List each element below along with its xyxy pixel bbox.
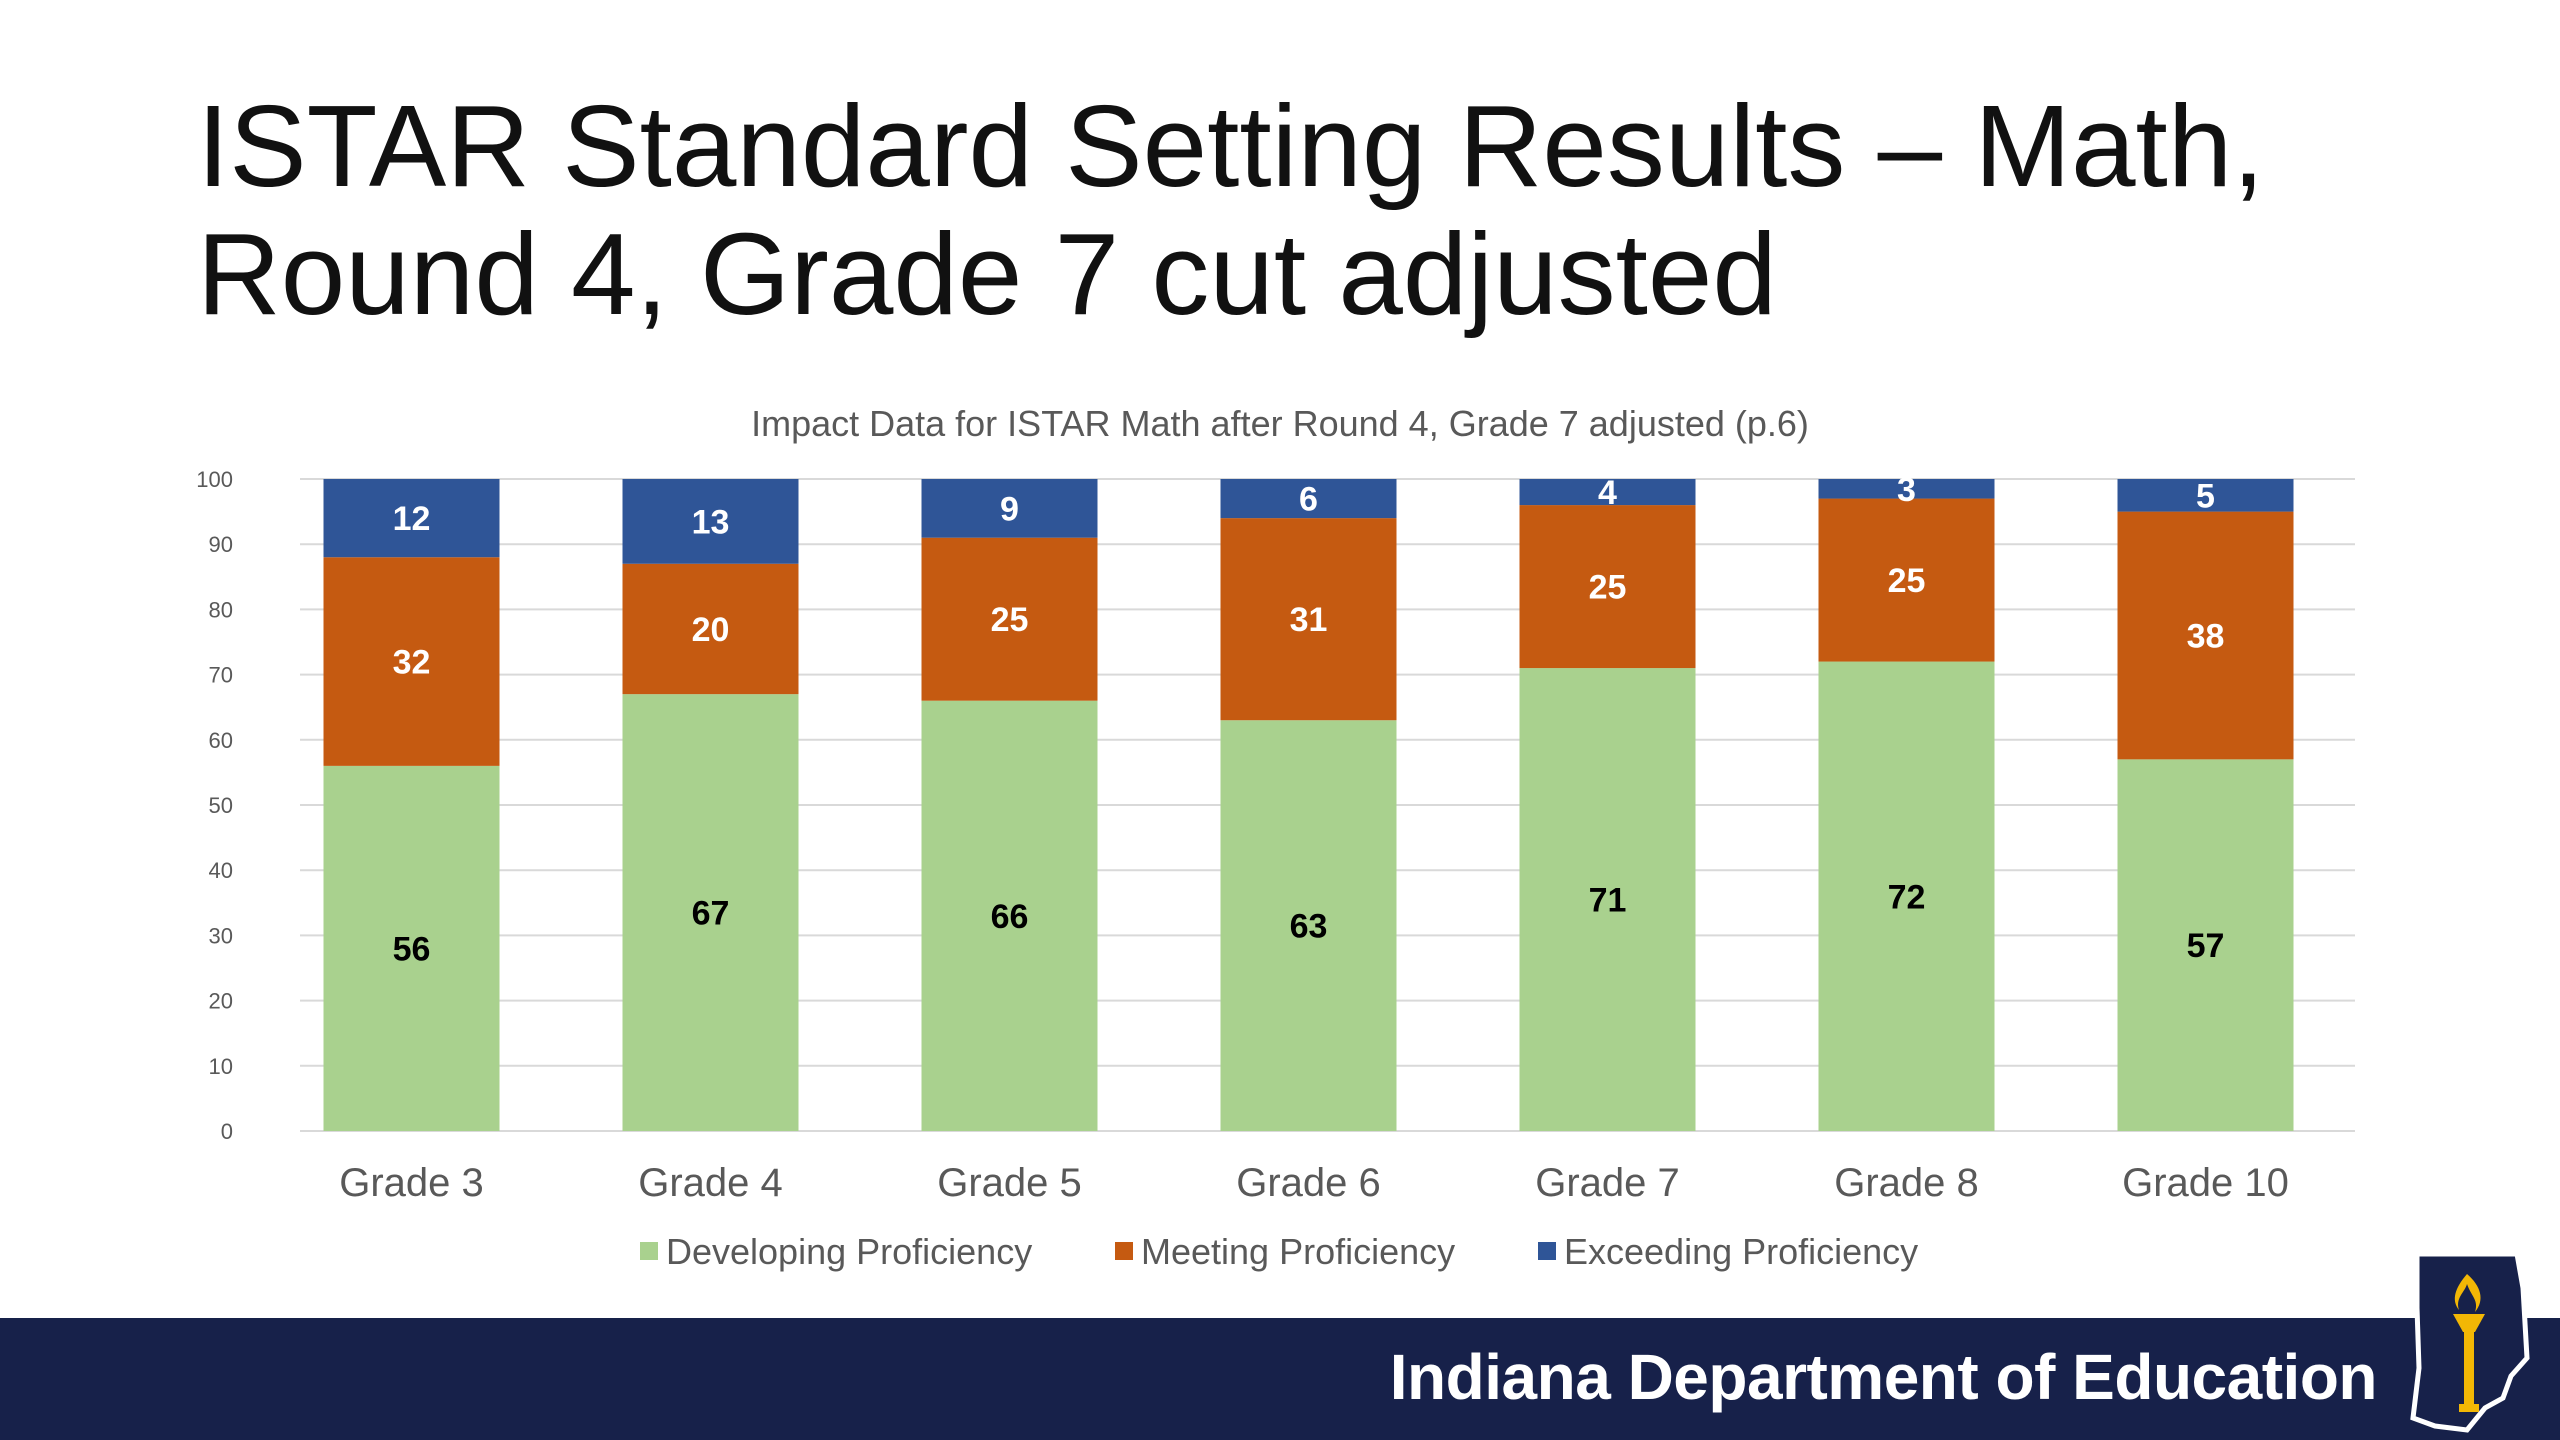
bar-segment — [2117, 479, 2294, 512]
bar-segment — [1818, 479, 1995, 499]
bar-segment — [1220, 479, 1397, 519]
indiana-torch-logo-icon — [2410, 1251, 2530, 1433]
bar-segment — [2117, 511, 2294, 760]
data-label: 38 — [2187, 617, 2225, 655]
data-label: 6 — [1299, 481, 1318, 519]
data-label: 4 — [1598, 474, 1617, 512]
bar-segment — [921, 537, 1098, 701]
x-tick-label: Grade 3 — [339, 1161, 484, 1205]
bar-segment — [622, 563, 799, 695]
y-tick-label: 50 — [209, 793, 233, 818]
y-tick-label: 70 — [209, 663, 233, 688]
legend-swatch — [640, 1242, 658, 1260]
data-label: 20 — [692, 611, 730, 649]
bar-segment — [622, 694, 799, 1131]
bar-segment — [921, 479, 1098, 538]
x-tick-label: Grade 7 — [1535, 1161, 1680, 1205]
bar-segment — [1818, 661, 1995, 1131]
data-label: 67 — [692, 895, 730, 933]
legend-swatch — [1538, 1242, 1556, 1260]
data-label: 13 — [692, 503, 730, 541]
x-tick-label: Grade 6 — [1236, 1161, 1381, 1205]
y-tick-label: 90 — [209, 532, 233, 557]
bar-segment — [622, 479, 799, 564]
bar-segment — [2117, 759, 2294, 1131]
y-tick-label: 0 — [221, 1119, 233, 1144]
data-label: 56 — [393, 930, 431, 968]
stacked-bar-chart: Impact Data for ISTAR Math after Round 4… — [196, 403, 2355, 1272]
y-tick-label: 40 — [209, 858, 233, 883]
footer-bar — [0, 1318, 2560, 1440]
y-tick-label: 20 — [209, 989, 233, 1014]
data-label: 63 — [1290, 908, 1328, 946]
bar-segment — [323, 557, 500, 766]
data-label: 25 — [1888, 562, 1926, 600]
x-tick-label: Grade 8 — [1834, 1161, 1979, 1205]
y-tick-label: 30 — [209, 923, 233, 948]
y-tick-label: 100 — [196, 467, 233, 492]
bar-segment — [1220, 720, 1397, 1131]
bar-segment — [1519, 505, 1696, 669]
slide-title-line-2: Round 4, Grade 7 cut adjusted — [197, 209, 1777, 339]
data-label: 25 — [991, 601, 1029, 639]
slide-title-line-1: ISTAR Standard Setting Results – Math, — [197, 81, 2265, 211]
y-tick-label: 60 — [209, 728, 233, 753]
legend-label: Meeting Proficiency — [1141, 1231, 1455, 1272]
data-label: 57 — [2187, 927, 2225, 965]
x-tick-label: Grade 10 — [2122, 1161, 2289, 1205]
data-label: 72 — [1888, 878, 1926, 916]
legend-swatch — [1115, 1242, 1133, 1260]
data-label: 31 — [1290, 601, 1328, 639]
data-label: 25 — [1589, 569, 1627, 607]
footer-org-name: Indiana Department of Education — [1389, 1341, 2378, 1413]
data-label: 71 — [1589, 882, 1627, 920]
data-label: 5 — [2196, 477, 2215, 515]
bar-segment — [1519, 479, 1696, 506]
x-tick-label: Grade 4 — [638, 1161, 783, 1205]
bar-segment — [921, 700, 1098, 1131]
chart-title: Impact Data for ISTAR Math after Round 4… — [751, 403, 1809, 444]
x-tick-label: Grade 5 — [937, 1161, 1082, 1205]
data-label: 66 — [991, 898, 1029, 936]
bar-segment — [323, 479, 500, 558]
data-label: 3 — [1897, 471, 1916, 509]
data-label: 32 — [393, 644, 431, 682]
bar-segment — [1220, 518, 1397, 721]
y-tick-label: 80 — [209, 597, 233, 622]
data-label: 9 — [1000, 490, 1019, 528]
legend-label: Exceeding Proficiency — [1564, 1231, 1918, 1272]
bar-segment — [1818, 498, 1995, 662]
bar-segment — [1519, 668, 1696, 1131]
bar-segment — [323, 765, 500, 1131]
y-tick-label: 10 — [209, 1054, 233, 1079]
slide-title: ISTAR Standard Setting Results – Math, R… — [197, 82, 2397, 338]
legend-label: Developing Proficiency — [666, 1231, 1032, 1272]
data-label: 12 — [393, 500, 431, 538]
